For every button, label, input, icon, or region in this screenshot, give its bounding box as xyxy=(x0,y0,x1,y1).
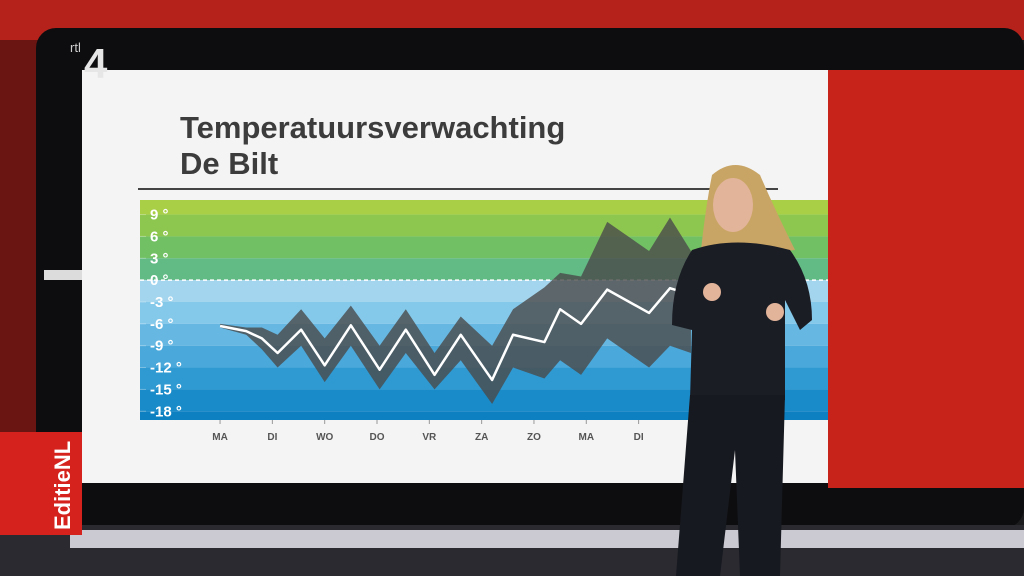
y-tick-label: 9 ° xyxy=(150,207,169,224)
y-tick-label: 3 ° xyxy=(150,250,169,267)
y-tick-label: 0 ° xyxy=(150,272,169,289)
y-tick-label: -15 ° xyxy=(150,381,182,398)
badge-box xyxy=(0,432,82,535)
x-tick-label: ZO xyxy=(527,432,541,443)
presenter-hand xyxy=(703,283,721,301)
chart: Temperatuursverwachting De Bilt 9 ° 6 ° 3 … xyxy=(138,110,828,443)
presenter-hand xyxy=(766,303,784,321)
y-tick-label: 6 ° xyxy=(150,228,169,245)
range-area xyxy=(220,217,691,404)
presenter-top xyxy=(672,242,812,400)
x-tick-label: MA xyxy=(579,432,595,443)
presenter-face xyxy=(713,178,753,232)
y-tick-label: -9 ° xyxy=(150,338,174,355)
temperature-band xyxy=(140,389,828,412)
x-tick-label: ZA xyxy=(475,432,488,443)
y-tick-label: -18 ° xyxy=(150,403,182,420)
floor-light xyxy=(70,530,1024,548)
y-tick-label: -6 ° xyxy=(150,316,174,333)
red-wall-left xyxy=(0,40,40,440)
temperature-band xyxy=(140,200,828,215)
y-tick-label: -3 ° xyxy=(150,294,174,311)
program-badge: EditieNL xyxy=(50,441,75,530)
frame-light xyxy=(44,270,82,280)
presenter-trousers xyxy=(676,395,785,576)
median-line xyxy=(219,286,692,382)
red-screen-right xyxy=(828,70,1024,488)
y-tick-label: -12 ° xyxy=(150,360,182,377)
x-tick-label: MA xyxy=(212,432,228,443)
channel-number: 4 xyxy=(84,40,108,87)
presenter xyxy=(672,165,812,576)
x-tick-label: WO xyxy=(316,432,333,443)
chart-title: De Bilt xyxy=(180,146,278,181)
x-tick-label: DI xyxy=(267,432,277,443)
temperature-band xyxy=(140,214,828,237)
temperature-band xyxy=(140,411,828,420)
x-tick-label: VR xyxy=(422,432,437,443)
x-tick-label: DO xyxy=(370,432,385,443)
channel-logo: rtl xyxy=(70,40,81,55)
chart-title: Temperatuursverwachting xyxy=(180,110,565,145)
x-tick-label: DI xyxy=(634,432,644,443)
